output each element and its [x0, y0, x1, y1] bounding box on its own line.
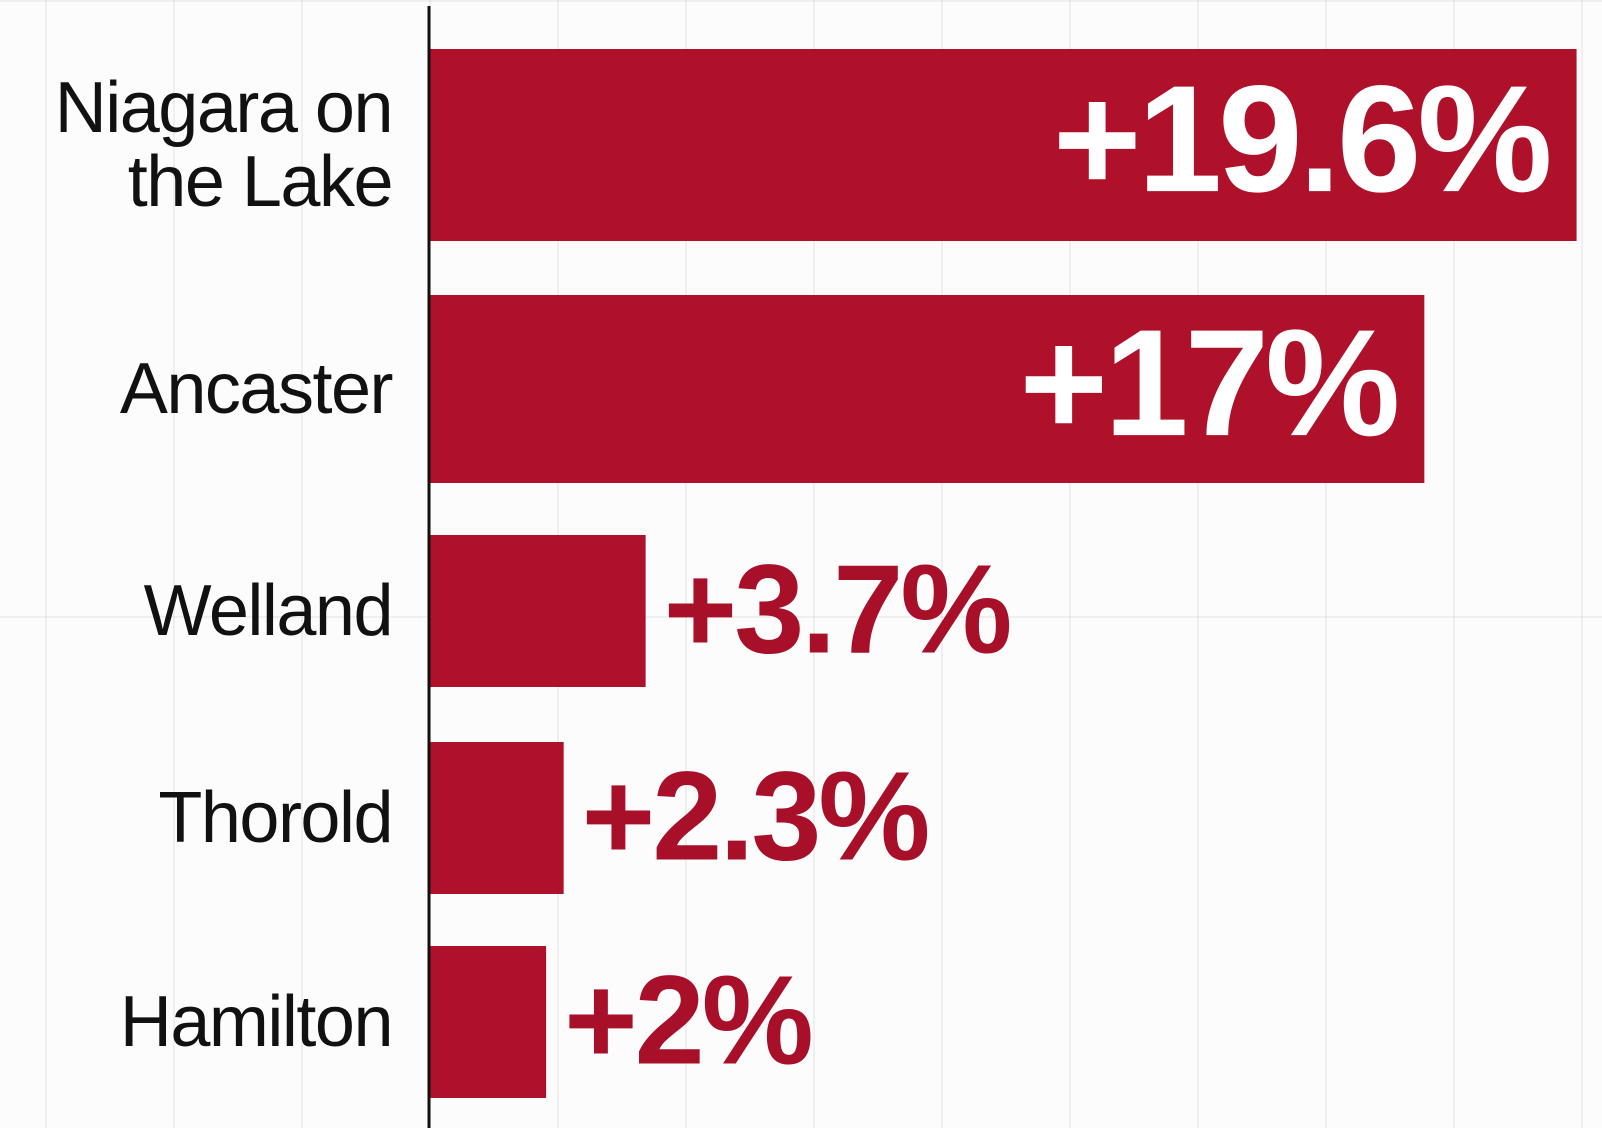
y-tick-label: Ancaster: [119, 349, 394, 429]
bar: [429, 535, 646, 687]
bar: [429, 742, 564, 894]
value-label: +3.7%: [664, 538, 1010, 679]
value-label: +2%: [564, 949, 811, 1090]
value-label: +17%: [1019, 298, 1397, 468]
bar: [429, 49, 1577, 241]
bar: [429, 946, 547, 1098]
value-label: +2.3%: [582, 745, 928, 886]
y-tick-label: Hamilton: [119, 982, 394, 1062]
y-tick-label: Welland: [143, 571, 394, 651]
y-tick-label: Niagara on the Lake: [54, 68, 394, 222]
bar: [429, 295, 1425, 483]
y-tick-label: Thorold: [158, 778, 393, 858]
value-label: +19.6%: [1053, 54, 1550, 224]
